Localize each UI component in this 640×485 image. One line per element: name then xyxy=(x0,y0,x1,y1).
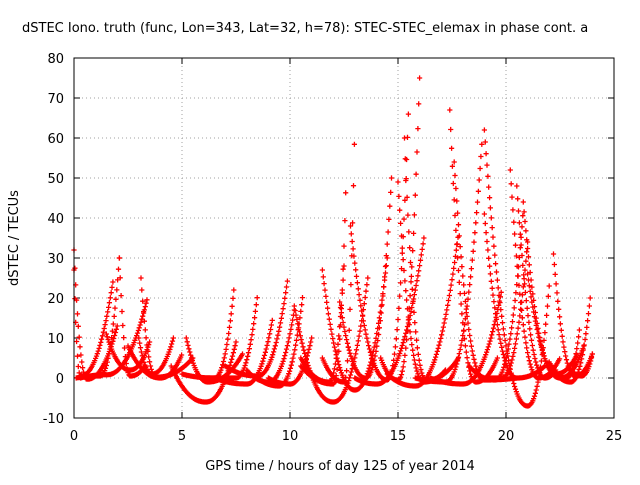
x-tick-label: 0 xyxy=(70,429,78,444)
data-series-arc-23 xyxy=(319,141,357,385)
data-series-arc-21 xyxy=(298,190,349,387)
data-series-arc-46 xyxy=(568,351,595,379)
y-tick-label: 60 xyxy=(47,132,64,147)
axis-ticks: 0 5 10 15 20 25 -10 0 10 20 30 40 50 60 70 80 xyxy=(43,52,623,444)
data-series-arc-45 xyxy=(546,327,582,381)
y-tick-label: 0 xyxy=(56,372,64,387)
x-axis-label: GPS time / hours of day 125 of year 2014 xyxy=(205,459,475,474)
y-tick-label: -10 xyxy=(43,412,64,427)
x-tick-label: 10 xyxy=(282,429,299,444)
data-series-arc-4 xyxy=(77,297,150,381)
y-axis-label: dSTEC / TECUs xyxy=(7,190,22,286)
y-tick-label: 80 xyxy=(47,52,64,67)
y-tick-label: 70 xyxy=(47,92,64,107)
plot-frame xyxy=(73,57,615,419)
data-series-arc-6 xyxy=(103,331,153,373)
chart-title: dSTEC Iono. truth (func, Lon=343, Lat=32… xyxy=(22,21,588,36)
y-tick-label: 40 xyxy=(47,212,64,227)
data-series-arc-18 xyxy=(265,335,315,387)
x-tick-label: 20 xyxy=(498,429,515,444)
y-tick-label: 20 xyxy=(47,292,64,307)
data-series-arc-37 xyxy=(481,127,552,409)
x-tick-label: 15 xyxy=(390,429,407,444)
y-tick-label: 50 xyxy=(47,172,64,187)
data-series-arc-14 xyxy=(211,317,275,387)
x-tick-label: 5 xyxy=(178,429,186,444)
x-tick-label: 25 xyxy=(606,429,623,444)
data-points xyxy=(71,75,595,409)
data-series-arc-9 xyxy=(136,335,176,377)
y-tick-label: 10 xyxy=(47,332,64,347)
y-tick-label: 30 xyxy=(47,252,64,267)
